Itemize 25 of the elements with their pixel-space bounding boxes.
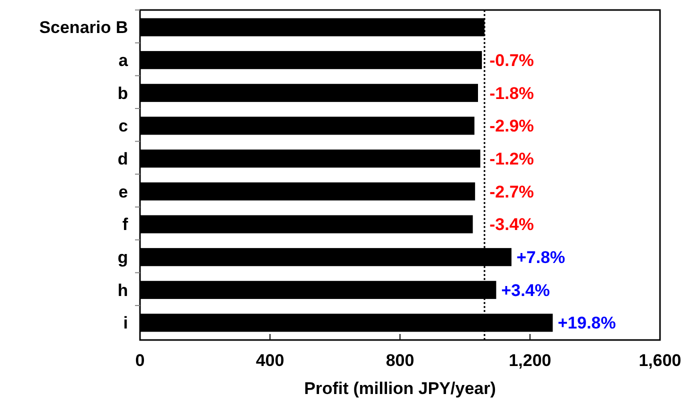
annotation: -3.4% [490, 215, 534, 234]
x-tick-label: 400 [256, 351, 284, 370]
x-tick-label: 1,200 [508, 351, 552, 370]
annotation: -0.7% [490, 51, 534, 70]
y-tick-label: g [118, 248, 128, 268]
annotation: -2.9% [490, 116, 534, 136]
y-tick-label: h [118, 280, 128, 300]
y-tick-label: f [122, 215, 128, 234]
annotation: +19.8% [558, 314, 616, 333]
x-axis-title: Profit (million JPY/year) [304, 379, 496, 398]
annotation: +7.8% [516, 248, 566, 268]
x-tick-label: 800 [386, 351, 414, 370]
x-tick-label: 1,600 [638, 351, 682, 370]
y-tick-label: c [118, 116, 128, 136]
y-tick-label: b [118, 84, 128, 103]
y-tick-label: i [123, 314, 128, 333]
x-tick-label: 0 [135, 351, 145, 370]
annotation: -1.8% [490, 84, 534, 103]
y-tick-label: d [118, 150, 128, 169]
y-tick-label: a [118, 51, 129, 70]
y-tick-label: e [118, 182, 128, 202]
annotation: -1.2% [490, 150, 534, 169]
annotation: +3.4% [501, 280, 550, 300]
annotation: -2.7% [490, 182, 534, 202]
y-tick-label: Scenario B [39, 18, 128, 38]
